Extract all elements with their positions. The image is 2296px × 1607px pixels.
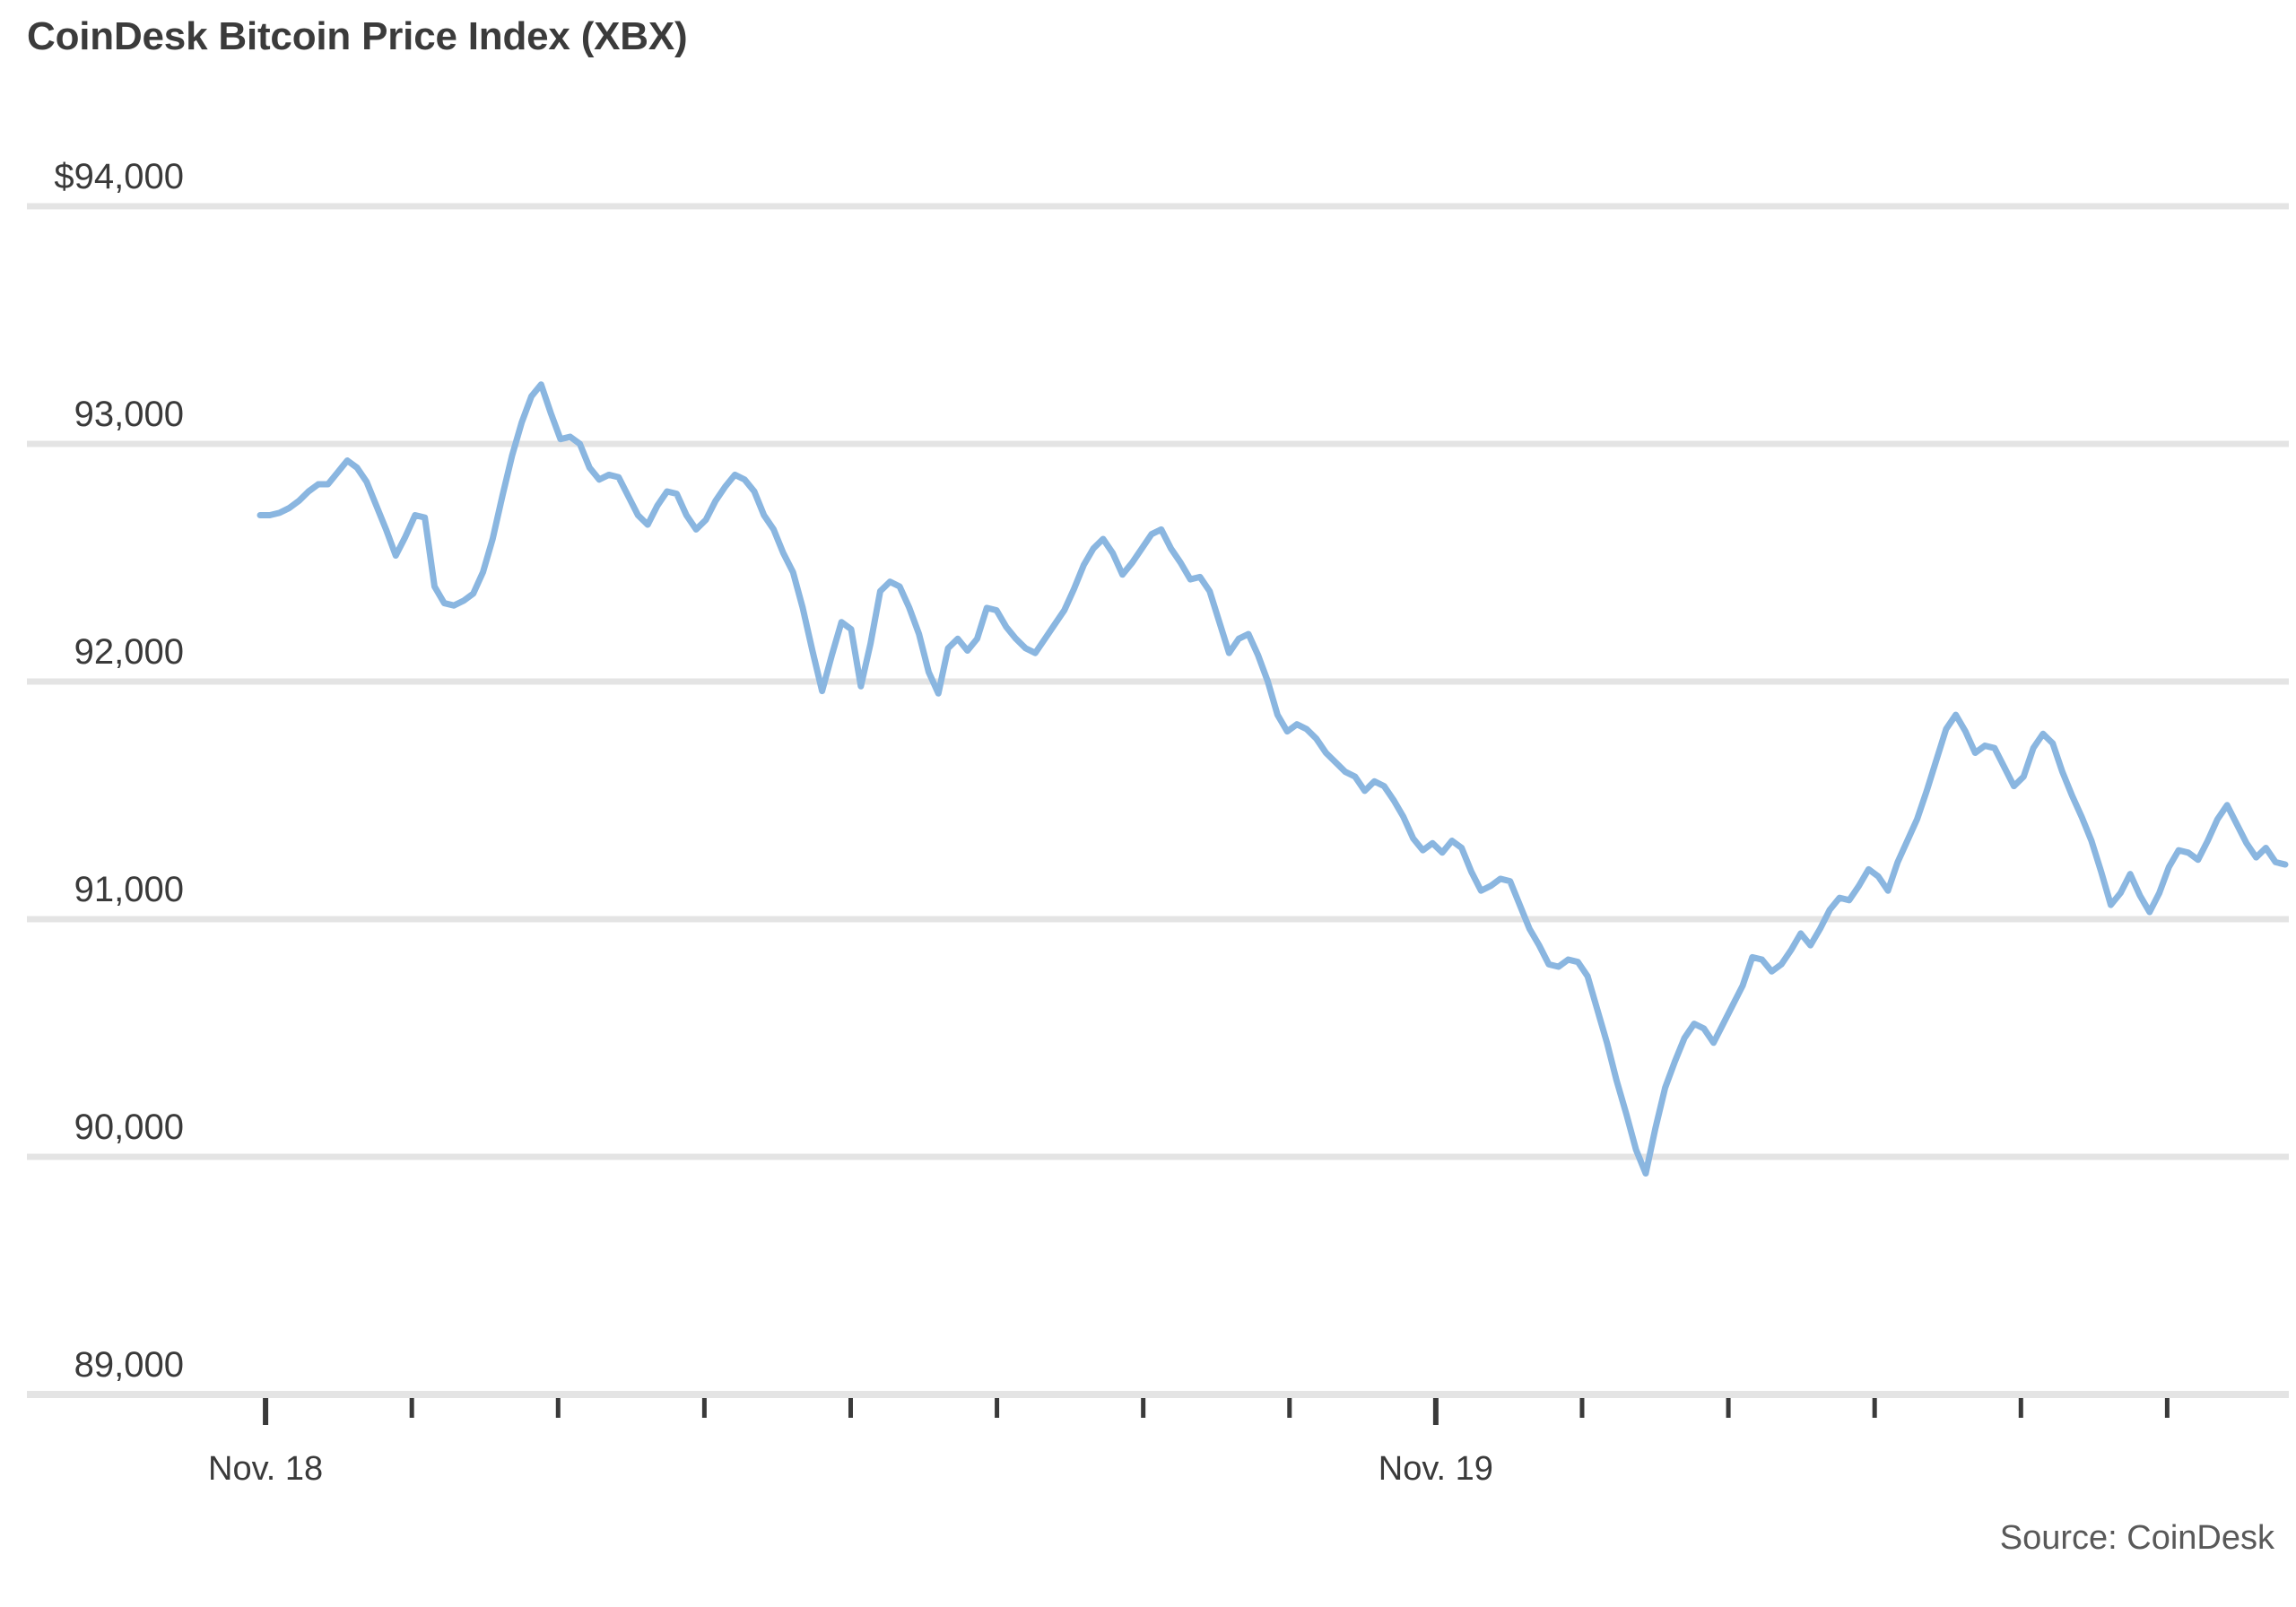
gridlines — [27, 203, 2289, 1398]
y-axis-tick-label: 92,000 — [74, 632, 184, 672]
y-axis-tick-label: 89,000 — [74, 1345, 184, 1385]
y-axis-tick-label: 91,000 — [74, 870, 184, 909]
y-axis-tick-label: 90,000 — [74, 1108, 184, 1147]
x-axis-tick-label: Nov. 19 — [1378, 1450, 1493, 1488]
y-axis-tick-label: $94,000 — [54, 157, 184, 196]
price-line — [257, 381, 2289, 1177]
x-axis-ticks — [263, 1398, 2170, 1425]
y-axis-tick-label: 93,000 — [74, 395, 184, 434]
page-title: CoinDesk Bitcoin Price Index (XBX) — [27, 14, 688, 58]
x-axis-tick-label: Nov. 18 — [208, 1450, 324, 1488]
source-note: Source: CoinDesk — [1999, 1519, 2274, 1557]
